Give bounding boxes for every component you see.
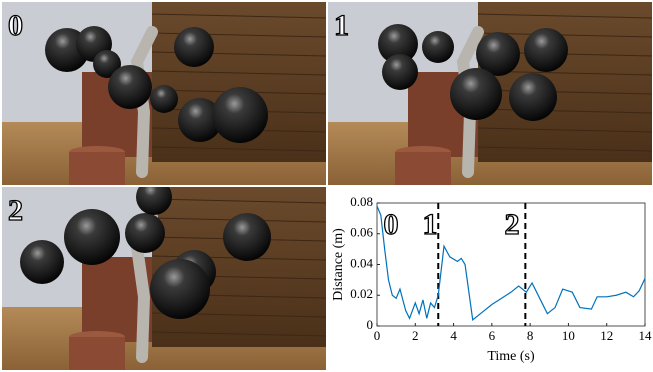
- y-tick-label: 0.04: [350, 255, 373, 270]
- y-tick-label: 0: [367, 317, 374, 332]
- y-axis-label: Distance (m): [331, 228, 346, 301]
- x-tick-label: 10: [562, 328, 575, 343]
- sphere: [524, 28, 568, 72]
- stump: [69, 152, 125, 185]
- x-tick-label: 8: [527, 328, 534, 343]
- x-tick-label: 4: [450, 328, 457, 343]
- x-tick-label: 0: [374, 328, 381, 343]
- sphere: [509, 73, 557, 121]
- stump: [69, 337, 125, 370]
- sphere: [150, 259, 210, 319]
- sphere: [223, 213, 271, 261]
- x-tick-label: 2: [412, 328, 419, 343]
- phase-label: 0: [384, 208, 399, 241]
- sphere: [382, 54, 418, 90]
- x-axis-label: Time (s): [487, 349, 535, 364]
- panel-label: 2: [8, 194, 23, 227]
- sphere: [108, 65, 152, 109]
- y-tick-label: 0.02: [350, 286, 373, 301]
- x-tick-label: 14: [639, 328, 653, 343]
- render-panel: 2: [2, 179, 326, 370]
- phase-label: 2: [505, 208, 520, 241]
- sphere: [64, 209, 120, 265]
- sphere: [422, 31, 454, 63]
- x-tick-label: 12: [600, 328, 613, 343]
- sphere: [450, 68, 502, 120]
- panel-label: 0: [8, 9, 23, 42]
- y-tick-label: 0.06: [350, 225, 373, 240]
- phase-label: 1: [423, 208, 438, 241]
- wooden-wall: [478, 2, 652, 162]
- x-tick-label: 6: [489, 328, 496, 343]
- sphere: [174, 27, 214, 67]
- sphere: [20, 240, 64, 284]
- sphere: [212, 87, 268, 143]
- sphere: [125, 213, 165, 253]
- figure: 012 0246810121400.020.040.060.08Time (s)…: [0, 0, 653, 372]
- render-panel: 0: [2, 2, 326, 185]
- render-panel: 1: [328, 2, 652, 185]
- sphere: [150, 85, 178, 113]
- panel-label: 1: [334, 9, 349, 42]
- y-tick-label: 0.08: [350, 194, 373, 209]
- stump: [395, 152, 451, 185]
